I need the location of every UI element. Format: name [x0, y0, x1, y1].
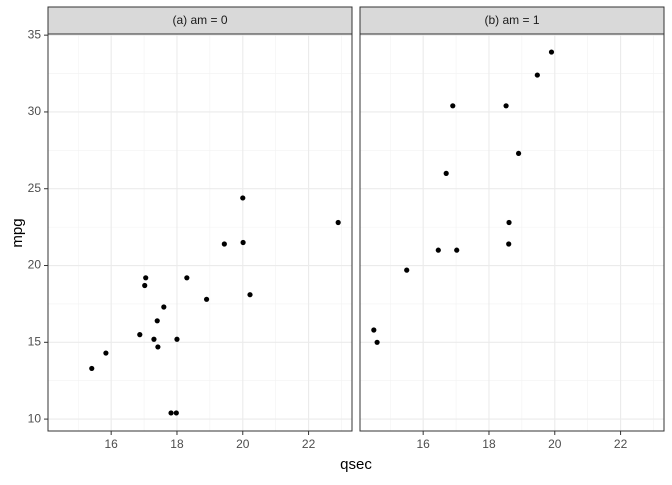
point [240, 239, 246, 246]
point [443, 170, 449, 176]
panel-background [48, 34, 352, 431]
point [534, 72, 540, 78]
y-tick-label: 20 [28, 258, 42, 272]
point [503, 103, 509, 109]
x-tick-label: 20 [236, 437, 250, 451]
panel-background [360, 34, 664, 431]
x-tick-label: 16 [104, 437, 118, 451]
point [450, 103, 456, 109]
x-tick-label: 18 [482, 437, 496, 451]
strip-title: (a) am = 0 [172, 13, 227, 27]
point [173, 410, 179, 416]
point [371, 327, 377, 333]
strip [359, 6, 665, 35]
y-tick-label: 35 [28, 27, 42, 41]
y-tick-label: 15 [28, 334, 42, 348]
point [506, 241, 512, 247]
point [161, 304, 167, 310]
point [103, 350, 109, 356]
point [155, 344, 161, 350]
x-tick-label: 22 [302, 437, 316, 451]
point [137, 332, 143, 338]
strip [47, 6, 353, 35]
point [221, 241, 227, 247]
y-tick-label: 25 [28, 181, 42, 195]
point [247, 292, 253, 298]
point [143, 275, 149, 281]
point [240, 195, 246, 201]
point [374, 339, 380, 345]
point [142, 282, 148, 289]
point [154, 318, 160, 324]
point [174, 336, 180, 342]
x-axis-label: qsec [340, 456, 372, 473]
x-tick-label: 20 [548, 437, 562, 451]
point [548, 49, 555, 55]
point [335, 219, 341, 226]
x-tick-label: 18 [170, 437, 184, 451]
y-axis-label: mpg [9, 218, 26, 247]
point [89, 365, 95, 372]
y-tick-label: 10 [28, 411, 42, 425]
point [184, 275, 190, 281]
point [404, 267, 410, 273]
point [454, 247, 460, 253]
strip-title: (b) am = 1 [484, 13, 539, 27]
point [435, 247, 441, 253]
x-tick-label: 16 [416, 437, 430, 451]
point [506, 219, 512, 226]
y-tick-label: 30 [28, 104, 42, 118]
x-tick-label: 22 [614, 437, 628, 451]
point [203, 296, 210, 302]
point [151, 336, 157, 342]
point [168, 410, 174, 416]
point [515, 150, 522, 157]
